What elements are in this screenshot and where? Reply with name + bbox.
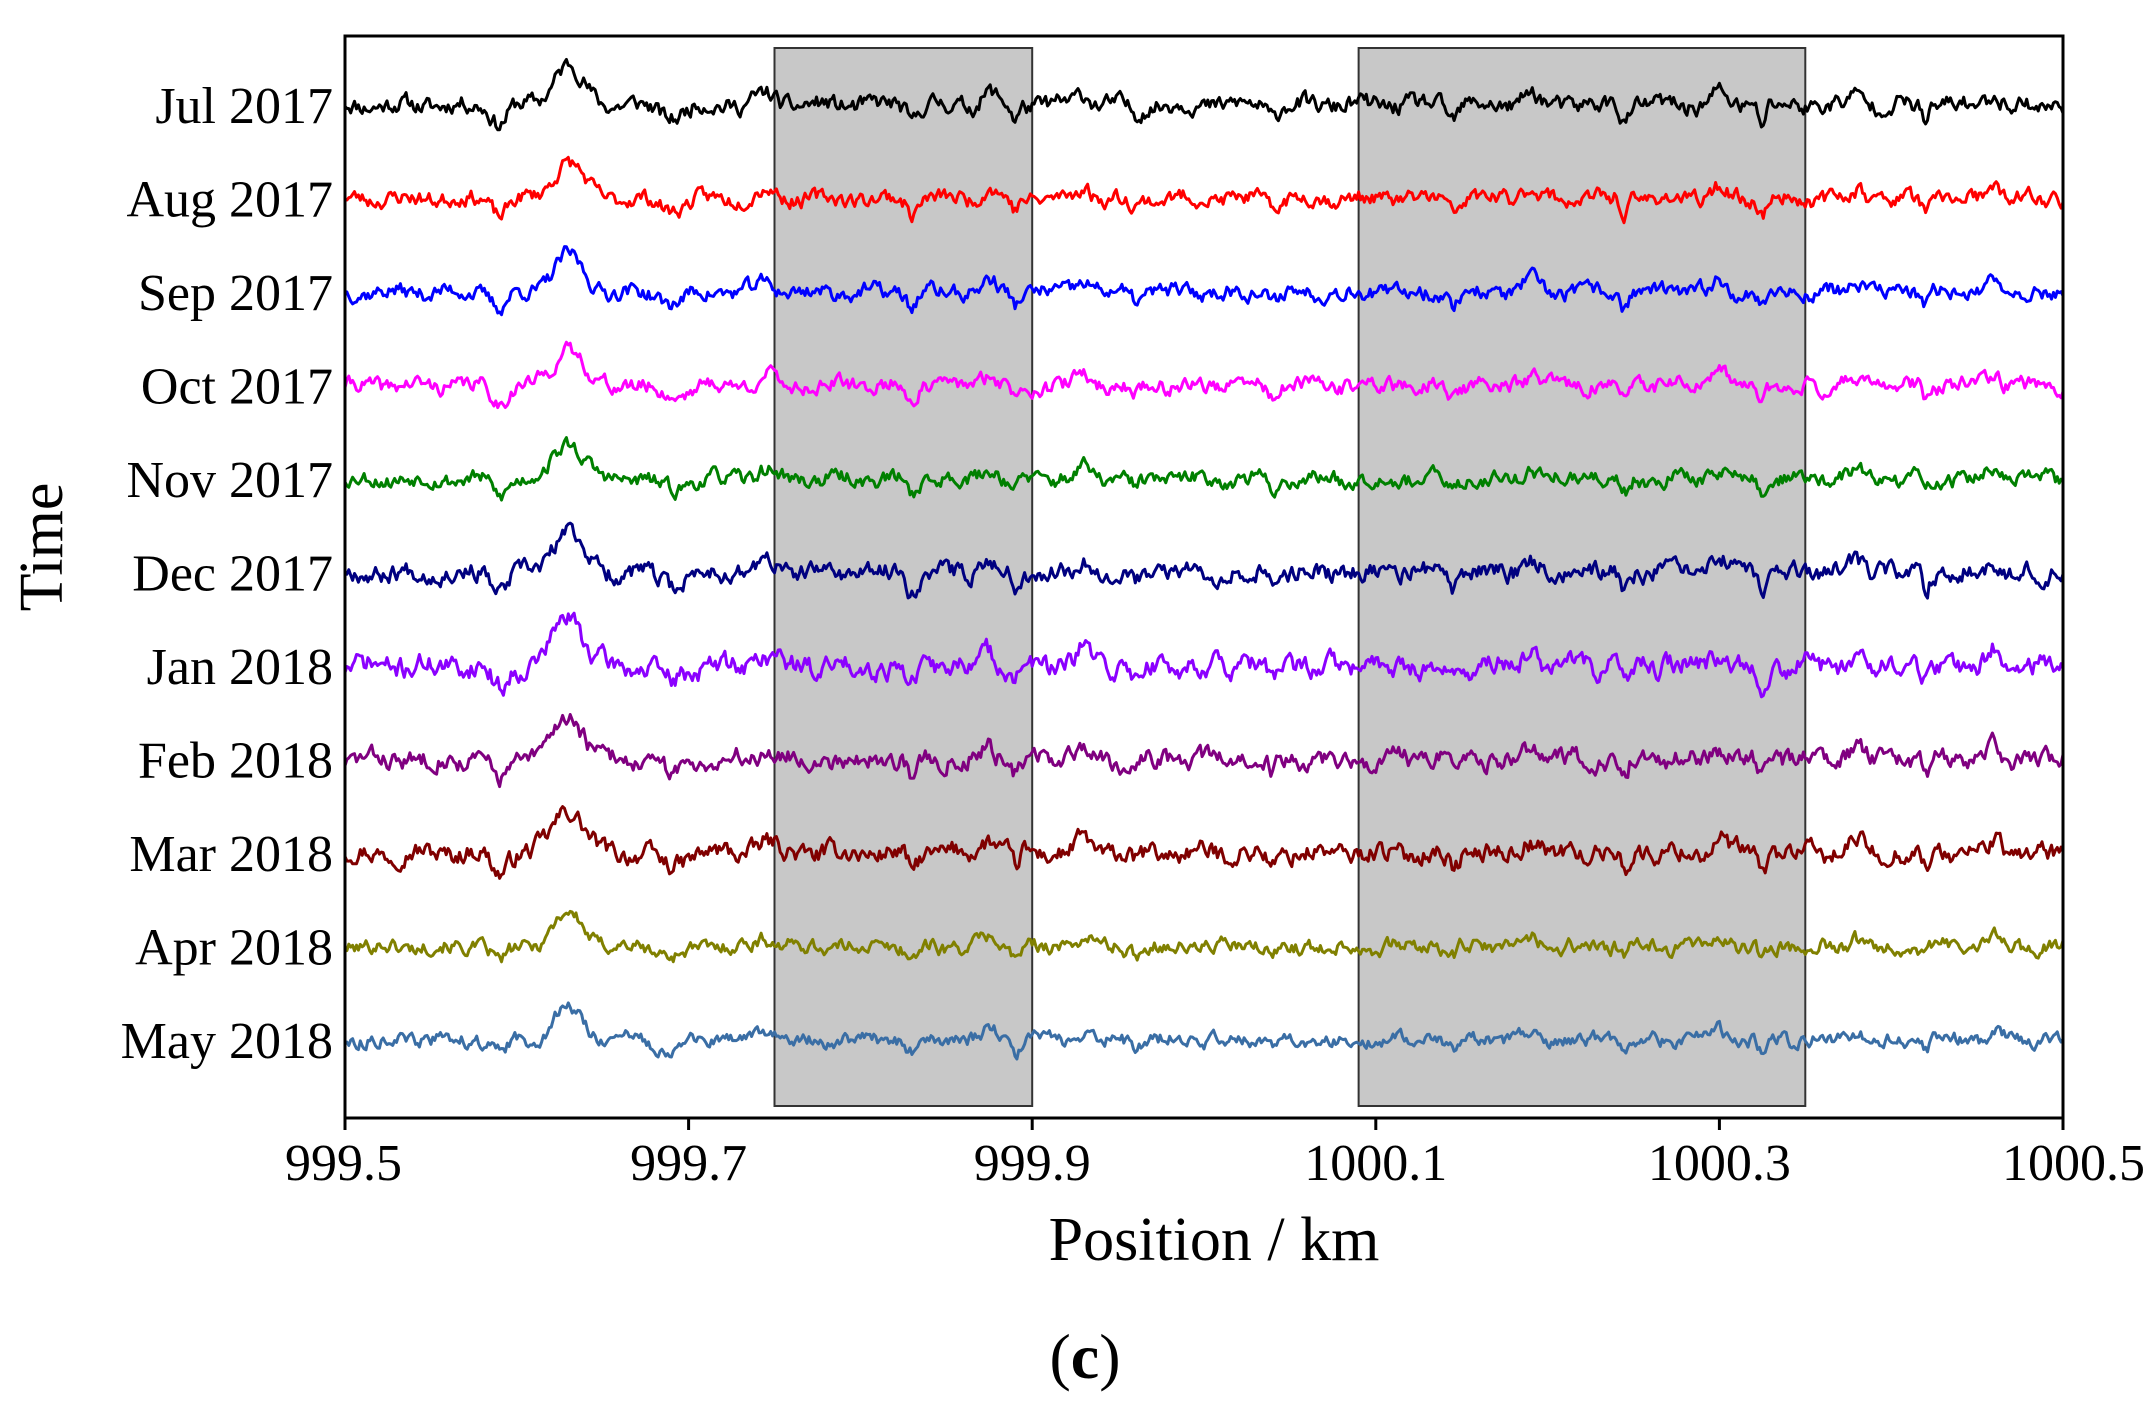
panel-label: (c)	[1049, 1321, 1120, 1392]
series-label-feb-2018: Feb 2018	[138, 733, 333, 790]
series-label-may-2018: May 2018	[121, 1013, 333, 1070]
x-axis-ticks: 999.5 999.7 999.9 1000.1 1000.3 1000.5	[285, 1118, 2145, 1192]
x-tick-label-1: 999.5	[285, 1135, 402, 1192]
series-label-oct-2017: Oct 2017	[141, 359, 333, 416]
series-lines	[343, 57, 2065, 1061]
series-line-mar-2018	[343, 805, 2065, 880]
series-line-jul-2017	[343, 57, 2065, 132]
panel-label-letter: c	[1071, 1321, 1099, 1392]
series-line-dec-2017	[344, 521, 2065, 600]
series-label-mar-2018: Mar 2018	[129, 826, 333, 883]
x-tick-label-6: 1000.5	[2002, 1135, 2145, 1192]
series-label-apr-2018: Apr 2018	[135, 920, 333, 977]
panel-label-close: )	[1099, 1321, 1120, 1392]
series-label-dec-2017: Dec 2017	[132, 546, 333, 603]
series-line-sep-2017	[343, 245, 2065, 317]
series-labels: Jul 2017 Aug 2017 Sep 2017 Oct 2017 Nov 2017…	[121, 78, 333, 1070]
series-label-nov-2017: Nov 2017	[126, 452, 333, 509]
series-label-aug-2017: Aug 2017	[126, 172, 333, 229]
y-axis-title: Time	[8, 483, 76, 612]
x-axis-title: Position / km	[1049, 1206, 1380, 1274]
series-label-jan-2018: Jan 2018	[147, 639, 333, 696]
series-label-sep-2017: Sep 2017	[138, 265, 333, 322]
panel-label-open: (	[1049, 1321, 1070, 1392]
plot-frame	[343, 34, 2065, 1120]
series-line-apr-2018	[344, 909, 2065, 964]
series-label-jul-2017: Jul 2017	[155, 78, 333, 135]
x-tick-label-2: 999.7	[630, 1135, 747, 1192]
series-line-nov-2017	[343, 436, 2065, 502]
x-tick-label-3: 999.9	[974, 1135, 1091, 1192]
series-line-oct-2017	[343, 340, 2065, 410]
series-line-may-2018	[344, 1001, 2065, 1061]
x-tick-label-4: 1000.1	[1304, 1135, 1447, 1192]
series-line-jan-2018	[343, 611, 2065, 699]
series-line-feb-2018	[343, 713, 2065, 789]
x-tick-label-5: 1000.3	[1648, 1135, 1791, 1192]
series-line-aug-2017	[344, 155, 2065, 225]
